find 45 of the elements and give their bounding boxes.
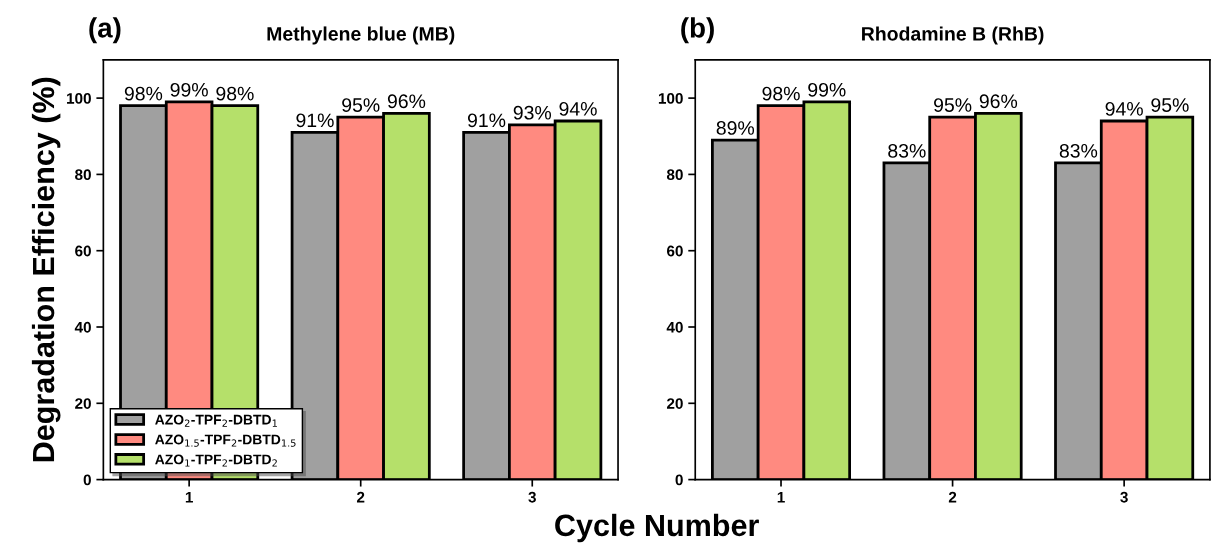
y-tick-label: 100 (67, 92, 91, 104)
y-tick-label: 100 (658, 92, 683, 104)
data-label: 91% (467, 113, 506, 128)
data-label: 99% (170, 82, 208, 97)
data-label: 96% (387, 94, 426, 109)
chart-title: Methylene blue (MB) (267, 26, 455, 45)
data-label: 89% (716, 121, 755, 135)
y-tick-label: 60 (667, 245, 683, 257)
data-label: 95% (1151, 98, 1189, 112)
legend-label: AZO$_{1.5}$-TPF$_{2}$-DBTD$_{1.5}$ (155, 434, 296, 447)
data-label: 83% (1059, 143, 1098, 158)
x-axis-title: Cycle Number (555, 513, 759, 543)
data-label: 94% (559, 101, 597, 116)
data-label: 98% (762, 86, 800, 101)
data-label: 99% (808, 82, 846, 97)
y-tick-label: 20 (75, 398, 91, 409)
y-tick-label: 60 (75, 245, 91, 257)
data-label: 93% (513, 105, 552, 120)
y-tick-label: 80 (75, 169, 91, 181)
x-tick-label: 2 (356, 491, 365, 503)
legend-label: AZO$_{2}$-TPF$_{2}$-DBTD$_{1}$ (155, 414, 277, 427)
data-label: 98% (124, 86, 163, 101)
data-label: 95% (342, 98, 380, 112)
y-tick-label: 0 (83, 474, 91, 486)
data-label: 83% (888, 143, 926, 158)
text: (a) (89, 17, 121, 44)
data-label: 91% (296, 113, 334, 128)
data-label: 94% (1105, 101, 1143, 116)
x-tick-label: 1 (185, 491, 193, 503)
data-label: 98% (216, 86, 254, 101)
data-label: 96% (979, 94, 1018, 109)
text: (b) (681, 17, 714, 44)
x-tick-label: 1 (777, 491, 785, 503)
y-tick-label: 20 (666, 398, 683, 409)
x-tick-label: 3 (1120, 491, 1128, 503)
x-tick-label: 3 (528, 491, 536, 503)
y-axis-title: Degradation Efficiency (%) (31, 77, 61, 462)
y-tick-label: 0 (675, 474, 683, 486)
chart-title: Rhodamine B (RhB) (862, 26, 1044, 45)
y-tick-label: 40 (74, 321, 91, 333)
y-tick-label: 80 (666, 169, 683, 181)
data-label: 95% (934, 98, 972, 112)
legend-label: AZO$_{1}$-TPF$_{2}$-DBTD$_{2}$ (155, 454, 277, 467)
x-tick-label: 2 (948, 491, 957, 503)
y-tick-label: 40 (666, 321, 683, 333)
